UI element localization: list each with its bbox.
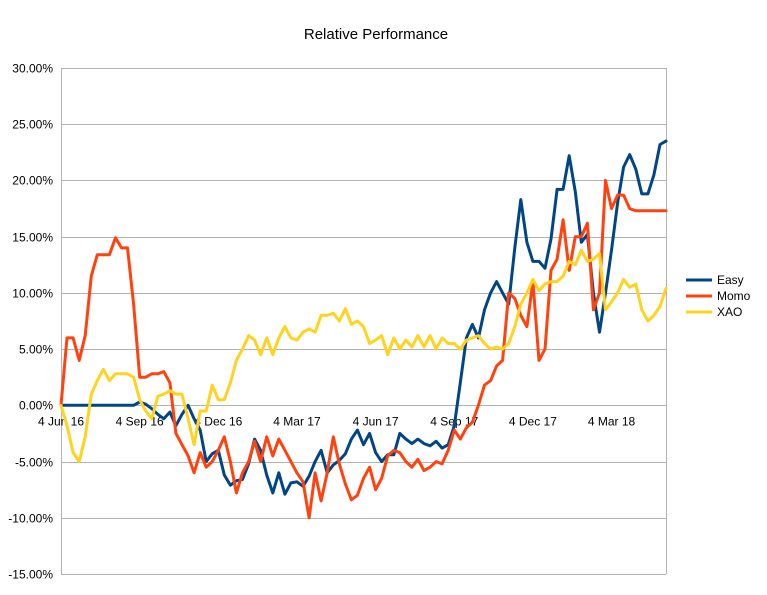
- y-tick-label: 25.00%: [12, 118, 53, 132]
- axes: [61, 68, 667, 574]
- series-line-xao: [59, 248, 668, 464]
- series-lines: [59, 139, 668, 520]
- y-tick-label: 5.00%: [19, 343, 53, 357]
- x-tick-label: 4 Dec 17: [509, 414, 557, 428]
- series-line-easy: [59, 139, 668, 496]
- series-line-momo: [59, 178, 668, 520]
- legend-label-xao: XAO: [717, 305, 742, 319]
- x-tick-label: 4 Mar 17: [273, 414, 321, 428]
- x-tick-label: 4 Dec 16: [194, 414, 242, 428]
- legend-label-momo: Momo: [717, 289, 751, 303]
- y-tick-label: 10.00%: [12, 287, 53, 301]
- x-tick-label: 4 Mar 18: [588, 414, 636, 428]
- chart-title: Relative Performance: [304, 26, 448, 43]
- x-tick-label: 4 Jun 17: [353, 414, 399, 428]
- y-tick-label: 20.00%: [12, 174, 53, 188]
- gridlines: [61, 68, 666, 575]
- y-tick-label: -10.00%: [8, 512, 53, 526]
- y-tick-label: -15.00%: [8, 568, 53, 582]
- y-tick-label: 0.00%: [19, 399, 53, 413]
- x-tick-label: 4 Jun 16: [38, 414, 84, 428]
- y-tick-label: 30.00%: [12, 62, 53, 76]
- x-axis-tick-labels: 4 Jun 16 4 Sep 16 4 Dec 16 4 Mar 17 4 Jun 17…: [38, 414, 636, 428]
- y-tick-label: -5.00%: [15, 456, 53, 470]
- x-tick-label: 4 Sep 16: [116, 414, 164, 428]
- y-tick-label: 15.00%: [12, 231, 53, 245]
- legend: Easy Momo XAO: [686, 273, 751, 319]
- y-axis-tick-labels: -15.00% -10.00% -5.00% 0.00% 5.00% 10.00% 15.0…: [8, 62, 53, 582]
- legend-label-easy: Easy: [717, 273, 744, 287]
